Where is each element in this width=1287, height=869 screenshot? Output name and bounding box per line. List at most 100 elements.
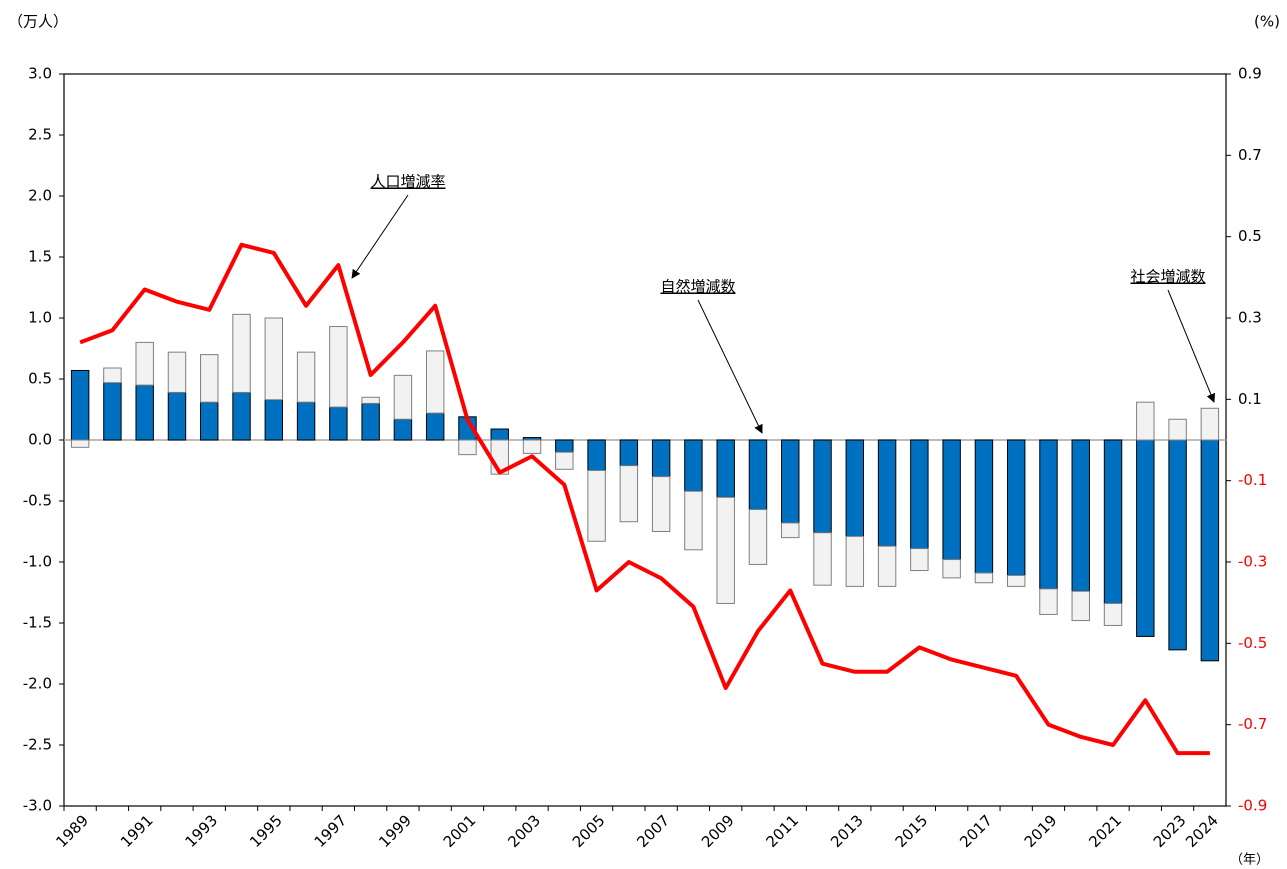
y-tick-label: -3.0 bbox=[23, 797, 52, 815]
bar bbox=[716, 496, 735, 604]
bar bbox=[103, 382, 122, 441]
x-tick-label: 2023 bbox=[1150, 811, 1190, 851]
bar bbox=[1103, 439, 1123, 604]
x-tick-label: 2007 bbox=[633, 811, 673, 851]
bar bbox=[1168, 439, 1187, 651]
y2-tick-label: -0.5 bbox=[1238, 634, 1267, 652]
bar bbox=[910, 439, 929, 550]
bar bbox=[942, 559, 961, 579]
y-tick-label: 2.5 bbox=[28, 126, 52, 144]
y2-tick-label: -0.3 bbox=[1238, 553, 1267, 571]
x-tick-label: 1995 bbox=[246, 811, 286, 851]
bar bbox=[264, 317, 284, 401]
x-tick-label: 2015 bbox=[892, 811, 932, 851]
bar bbox=[877, 439, 897, 547]
y-tick-label: 3.0 bbox=[28, 65, 52, 83]
x-tick-label: 1991 bbox=[117, 811, 157, 851]
bar bbox=[1200, 407, 1220, 441]
x-tick-label: 1989 bbox=[52, 811, 92, 851]
x-tick-label: 2021 bbox=[1085, 811, 1125, 851]
bar bbox=[1039, 439, 1058, 590]
y-tick-label: -1.5 bbox=[23, 614, 52, 632]
bar bbox=[70, 369, 90, 441]
bar bbox=[296, 351, 316, 403]
bar bbox=[1006, 439, 1026, 576]
bar bbox=[232, 313, 251, 393]
bar bbox=[1200, 439, 1220, 662]
y-tick-label: 1.5 bbox=[28, 248, 52, 266]
bar bbox=[361, 402, 380, 441]
y2-tick-label: 0.3 bbox=[1238, 309, 1262, 327]
x-tick-label: 2009 bbox=[698, 811, 738, 851]
bar bbox=[781, 439, 800, 524]
bar bbox=[200, 354, 219, 403]
bar bbox=[942, 439, 961, 561]
bar bbox=[200, 401, 219, 441]
bar bbox=[845, 439, 865, 537]
y2-tick-label: 0.9 bbox=[1238, 65, 1262, 83]
x-axis-label: （年） bbox=[1230, 853, 1269, 868]
y-tick-label: -2.0 bbox=[23, 675, 52, 693]
bar bbox=[1103, 602, 1123, 626]
annotation-natural: 自然増減数 bbox=[660, 278, 735, 296]
bar bbox=[1039, 588, 1058, 615]
y-tick-label: 0.0 bbox=[28, 431, 52, 449]
x-tick-label: 2005 bbox=[569, 811, 609, 851]
bar bbox=[232, 391, 251, 441]
bar bbox=[781, 522, 800, 539]
bar bbox=[684, 439, 703, 492]
bar bbox=[555, 439, 574, 453]
bar bbox=[296, 401, 316, 441]
y-tick-label: 2.0 bbox=[28, 187, 52, 205]
bar bbox=[813, 532, 832, 586]
y-tick-label: 0.5 bbox=[28, 370, 52, 388]
y-tick-label: -0.5 bbox=[23, 492, 52, 510]
bar bbox=[264, 399, 284, 441]
y-tick-label: -2.5 bbox=[23, 736, 52, 754]
bar bbox=[1071, 439, 1090, 592]
y-axis-label: （万人） bbox=[8, 13, 68, 31]
bar bbox=[813, 439, 832, 534]
x-tick-label: 2011 bbox=[763, 811, 803, 851]
bar bbox=[135, 341, 154, 386]
y-tick-label: 1.0 bbox=[28, 309, 52, 327]
bar bbox=[877, 545, 897, 587]
bar bbox=[425, 350, 445, 414]
y2-axis-label: (%) bbox=[1254, 13, 1280, 31]
bar bbox=[103, 367, 122, 384]
bar bbox=[910, 548, 929, 572]
annotation-social: 社会増減数 bbox=[1130, 268, 1205, 286]
bar bbox=[555, 451, 574, 470]
y2-tick-label: 0.7 bbox=[1238, 146, 1262, 164]
bar bbox=[425, 412, 445, 441]
bar bbox=[587, 470, 606, 542]
bar bbox=[167, 351, 187, 393]
y2-tick-label: 0.1 bbox=[1238, 390, 1262, 408]
bar bbox=[393, 374, 413, 420]
bar bbox=[845, 535, 865, 587]
x-tick-label: 1997 bbox=[311, 811, 351, 851]
bar bbox=[619, 465, 639, 523]
bar bbox=[1136, 401, 1155, 441]
bar bbox=[974, 439, 994, 574]
y-tick-label: -1.0 bbox=[23, 553, 52, 571]
bar bbox=[70, 439, 90, 448]
y2-tick-label: -0.1 bbox=[1238, 471, 1267, 489]
annotation-arrow bbox=[697, 299, 763, 434]
bar bbox=[393, 418, 413, 441]
x-tick-label: 1993 bbox=[182, 811, 222, 851]
bar bbox=[329, 326, 348, 408]
bar bbox=[684, 490, 703, 551]
bar bbox=[651, 476, 671, 533]
x-tick-label: 2001 bbox=[440, 811, 480, 851]
bar bbox=[135, 384, 154, 441]
x-tick-label: 2024 bbox=[1182, 811, 1222, 851]
annotation-rate: 人口増減率 bbox=[370, 173, 445, 191]
x-tick-label: 2019 bbox=[1021, 811, 1061, 851]
bar bbox=[748, 509, 768, 565]
x-tick-label: 2013 bbox=[827, 811, 867, 851]
rate-line bbox=[79, 242, 1210, 756]
bar bbox=[1006, 574, 1026, 587]
annotation-arrow bbox=[1167, 289, 1216, 403]
